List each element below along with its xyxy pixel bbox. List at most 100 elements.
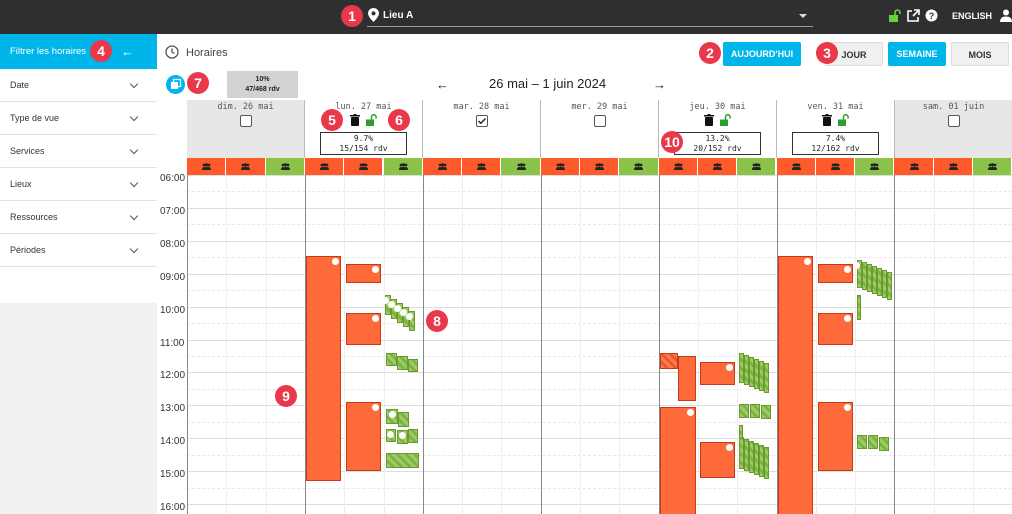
available-slot[interactable] bbox=[754, 443, 759, 475]
resource-cell[interactable] bbox=[619, 158, 659, 175]
available-slot[interactable] bbox=[761, 405, 771, 419]
resource-cell[interactable] bbox=[658, 158, 698, 175]
available-slot[interactable] bbox=[877, 268, 882, 296]
appointment-block[interactable] bbox=[700, 362, 735, 385]
available-slot[interactable] bbox=[750, 404, 760, 418]
available-slot[interactable] bbox=[744, 355, 749, 385]
appointment-block[interactable] bbox=[678, 356, 696, 401]
available-slot[interactable] bbox=[406, 311, 415, 331]
trash-icon[interactable] bbox=[822, 114, 832, 129]
resource-cell[interactable] bbox=[933, 158, 973, 175]
resource-cell[interactable] bbox=[737, 158, 777, 175]
available-slot[interactable] bbox=[882, 270, 887, 298]
resource-cell[interactable] bbox=[973, 158, 1012, 175]
appointment-block[interactable] bbox=[346, 313, 381, 345]
available-slot[interactable] bbox=[853, 260, 862, 288]
trash-icon[interactable] bbox=[350, 114, 360, 129]
resource-cell[interactable] bbox=[226, 158, 266, 175]
resource-cell[interactable] bbox=[344, 158, 384, 175]
available-slot[interactable] bbox=[739, 425, 743, 439]
available-slot[interactable] bbox=[872, 266, 877, 294]
available-slot[interactable] bbox=[744, 439, 749, 471]
week-view-button[interactable]: SEMAINE bbox=[888, 42, 946, 66]
location-select[interactable]: Lieu A bbox=[367, 6, 813, 27]
lock-open-icon[interactable] bbox=[365, 113, 377, 129]
filter-view-type[interactable]: Type de vue bbox=[0, 102, 157, 135]
resource-cell[interactable] bbox=[383, 158, 423, 175]
available-slot[interactable] bbox=[862, 262, 867, 290]
day-checkbox[interactable] bbox=[948, 115, 960, 127]
filter-resources[interactable]: Ressources bbox=[0, 201, 157, 234]
available-slot[interactable] bbox=[397, 356, 408, 370]
copy-button[interactable] bbox=[166, 75, 185, 94]
collapse-sidebar-icon[interactable]: ← bbox=[121, 44, 134, 59]
available-slot[interactable] bbox=[386, 353, 397, 366]
resource-cell[interactable] bbox=[580, 158, 620, 175]
resource-cell[interactable] bbox=[697, 158, 738, 175]
available-slot[interactable] bbox=[857, 295, 861, 320]
month-view-button[interactable]: MOIS bbox=[951, 42, 1009, 66]
available-slot[interactable] bbox=[397, 430, 408, 444]
appointment-block[interactable] bbox=[818, 402, 853, 471]
resource-cell[interactable] bbox=[265, 158, 305, 175]
appointment-block[interactable] bbox=[660, 407, 696, 514]
available-slot[interactable] bbox=[739, 353, 744, 383]
resource-row bbox=[157, 158, 1012, 175]
language-switch[interactable]: ENGLISH bbox=[952, 11, 993, 21]
available-slot[interactable] bbox=[739, 404, 749, 418]
available-slot[interactable] bbox=[764, 447, 769, 479]
available-slot[interactable] bbox=[879, 437, 889, 451]
today-button[interactable]: AUJOURD'HUI bbox=[723, 42, 801, 66]
resource-cell[interactable] bbox=[815, 158, 856, 175]
lock-open-icon[interactable] bbox=[719, 113, 731, 129]
available-slot[interactable] bbox=[759, 361, 764, 391]
appointment-block[interactable] bbox=[778, 256, 813, 514]
resource-cell[interactable] bbox=[894, 158, 934, 175]
lock-open-icon[interactable] bbox=[888, 9, 901, 22]
previous-week-icon[interactable]: ← bbox=[436, 77, 449, 92]
resource-cell[interactable] bbox=[462, 158, 502, 175]
available-slot[interactable] bbox=[868, 435, 878, 449]
filter-locations[interactable]: Lieux bbox=[0, 168, 157, 201]
trash-icon[interactable] bbox=[704, 114, 714, 129]
resource-cell[interactable] bbox=[776, 158, 816, 175]
available-slot[interactable] bbox=[408, 359, 418, 372]
filter-services[interactable]: Services bbox=[0, 135, 157, 168]
appointment-block[interactable] bbox=[306, 256, 341, 481]
day-checkbox[interactable] bbox=[594, 115, 606, 127]
appointment-block[interactable] bbox=[346, 402, 381, 471]
appointment-block[interactable] bbox=[700, 442, 735, 478]
available-slot[interactable] bbox=[759, 445, 764, 477]
available-slot[interactable] bbox=[867, 264, 872, 292]
user-icon[interactable] bbox=[1000, 9, 1012, 22]
available-slot[interactable] bbox=[398, 412, 409, 427]
day-checkbox[interactable] bbox=[476, 115, 488, 127]
appointment-block[interactable] bbox=[818, 264, 853, 283]
lock-open-icon[interactable] bbox=[837, 113, 849, 129]
available-slot[interactable] bbox=[386, 429, 396, 442]
resource-cell[interactable] bbox=[187, 158, 227, 175]
available-slot[interactable] bbox=[408, 429, 418, 443]
resource-cell[interactable] bbox=[855, 158, 895, 175]
available-slot[interactable] bbox=[754, 359, 759, 389]
available-slot[interactable] bbox=[749, 357, 754, 387]
available-slot[interactable] bbox=[749, 441, 754, 473]
filter-periods[interactable]: Périodes bbox=[0, 234, 157, 267]
available-slot[interactable] bbox=[857, 435, 867, 449]
resource-cell[interactable] bbox=[501, 158, 541, 175]
resource-cell[interactable] bbox=[304, 158, 345, 175]
available-slot[interactable] bbox=[887, 272, 892, 300]
available-slot[interactable] bbox=[386, 453, 419, 468]
resource-cell[interactable] bbox=[422, 158, 463, 175]
resource-cell[interactable] bbox=[540, 158, 580, 175]
appointment-block[interactable] bbox=[660, 353, 678, 369]
filter-date[interactable]: Date bbox=[0, 69, 157, 102]
appointment-block[interactable] bbox=[346, 264, 381, 283]
external-link-icon[interactable] bbox=[907, 9, 920, 22]
appointment-block[interactable] bbox=[818, 313, 853, 345]
available-slot[interactable] bbox=[386, 409, 398, 424]
next-week-icon[interactable]: → bbox=[653, 77, 666, 92]
help-icon[interactable]: ? bbox=[925, 9, 938, 22]
available-slot[interactable] bbox=[764, 363, 769, 393]
day-checkbox[interactable] bbox=[240, 115, 252, 127]
